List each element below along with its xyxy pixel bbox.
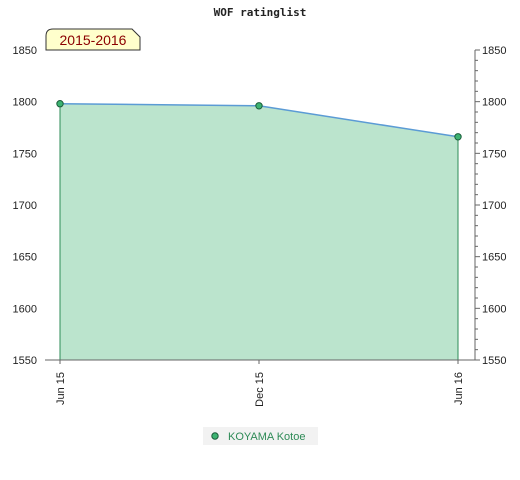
y-tick-label-right: 1700 (482, 200, 506, 212)
y-tick-label-right: 1750 (482, 148, 506, 160)
x-tick-label: Dec 15 (254, 372, 266, 407)
y-tick-label-left: 1550 (13, 355, 37, 367)
period-label-box (45, 28, 141, 51)
data-point (255, 102, 263, 110)
data-point (56, 100, 64, 108)
legend-marker (211, 432, 219, 440)
period-label: 2015-2016 (45, 28, 141, 51)
y-tick-label-right: 1650 (482, 252, 506, 264)
y-tick-label-left: 1750 (13, 148, 37, 160)
y-tick-label-left: 1850 (13, 45, 37, 57)
legend[interactable]: KOYAMA Kotoe (203, 427, 318, 445)
x-tick-label: Jun 16 (453, 372, 465, 405)
y-tick-label-right: 1850 (482, 45, 506, 57)
y-tick-label-left: 1650 (13, 252, 37, 264)
period-label-text: 2015-2016 (60, 32, 127, 48)
y-tick-label-right: 1550 (482, 355, 506, 367)
y-tick-label-left: 1800 (13, 97, 37, 109)
legend-label: KOYAMA Kotoe (228, 431, 305, 443)
y-tick-label-right: 1600 (482, 303, 506, 315)
y-tick-label-left: 1700 (13, 200, 37, 212)
axes: 1550 1550 1600 1600 1650 1650 1700 1700 1750 1750… (13, 45, 507, 407)
data-point (454, 133, 462, 141)
y-tick-label-left: 1600 (13, 303, 37, 315)
plot-area (56, 100, 462, 360)
y-tick-label-right: 1800 (482, 97, 506, 109)
chart-title: WOF ratinglist (214, 6, 307, 19)
series-area (60, 103, 458, 360)
legend-box (203, 427, 318, 445)
x-tick-label: Jun 15 (55, 372, 67, 405)
